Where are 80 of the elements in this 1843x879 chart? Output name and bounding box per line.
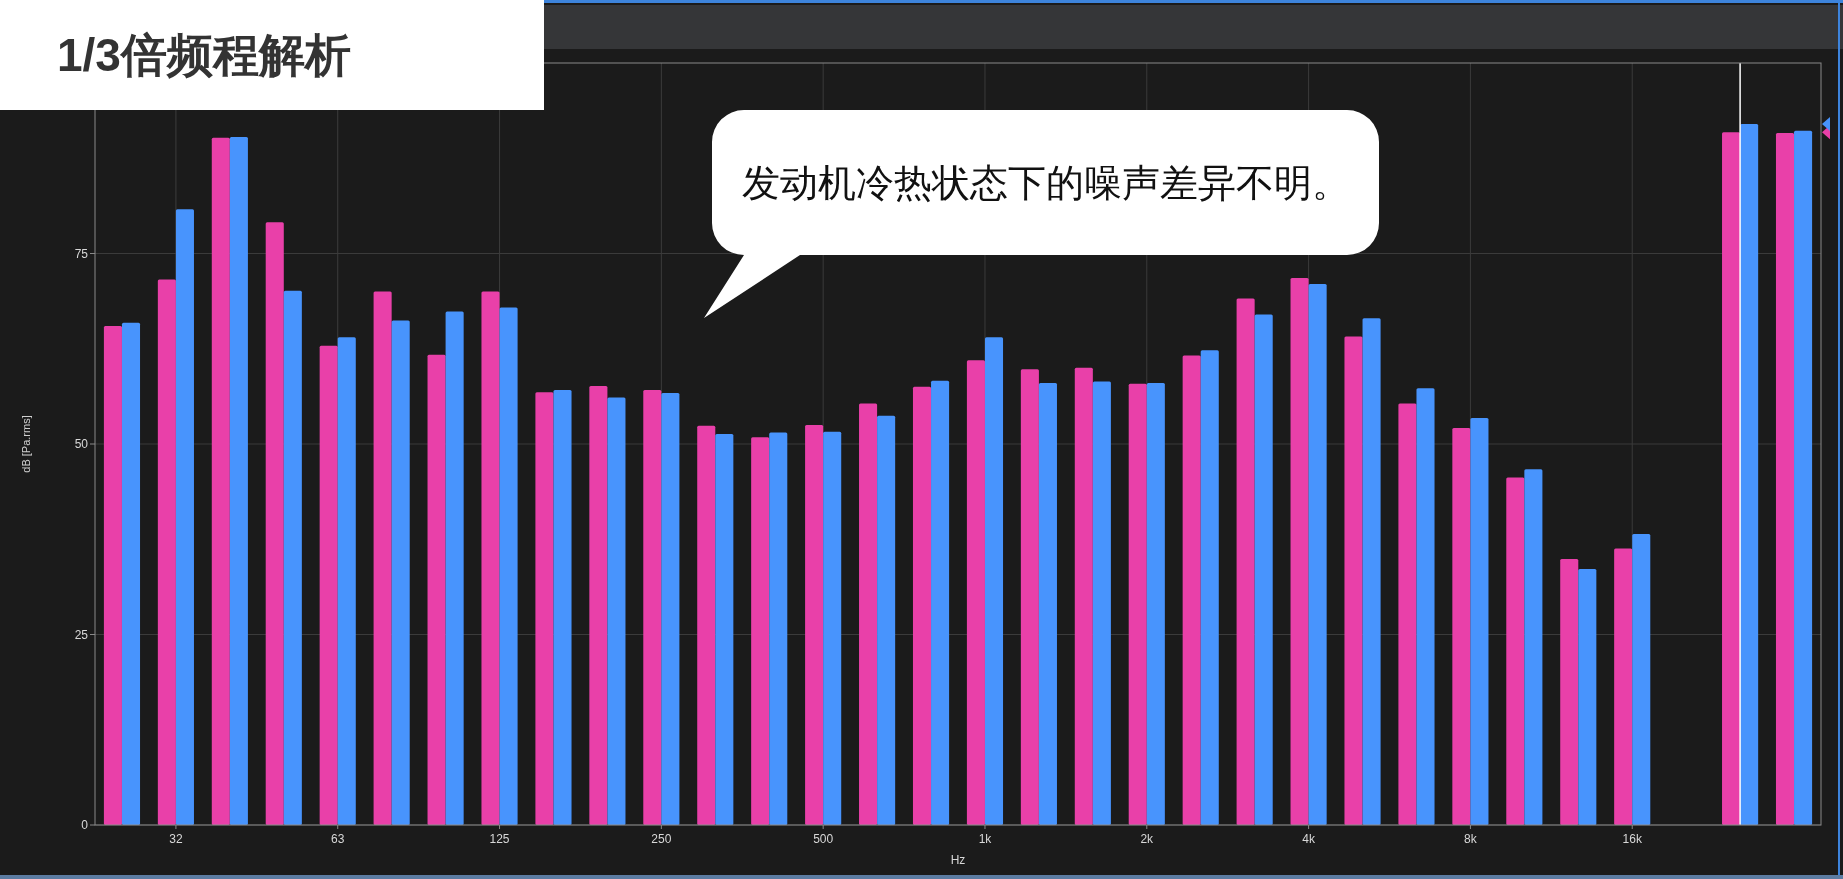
- bar: [1740, 123, 1759, 825]
- bar: [984, 337, 1004, 825]
- chart-title: 1/3倍频程解析: [57, 29, 351, 81]
- x-tick-label: 63: [331, 832, 345, 846]
- y-tick-label: 75: [74, 246, 89, 261]
- bar: [445, 311, 464, 825]
- bar: [103, 325, 122, 825]
- bar: [1362, 318, 1381, 825]
- bar: [1290, 277, 1309, 825]
- bar: [1092, 381, 1111, 825]
- bar: [1578, 568, 1597, 825]
- y-tick-label: 50: [74, 437, 89, 451]
- x-tick-label: 125: [489, 832, 510, 846]
- bar: [715, 434, 734, 825]
- x-axis-title: Hz: [950, 853, 966, 867]
- bar: [157, 279, 176, 825]
- bar: [1128, 383, 1147, 825]
- x-tick-label: 1k: [978, 832, 993, 846]
- bar: [1182, 355, 1201, 825]
- bar: [427, 354, 446, 825]
- bar: [1146, 383, 1165, 825]
- bar: [1452, 428, 1471, 825]
- bar: [373, 291, 392, 825]
- bar: [751, 437, 770, 825]
- x-tick-label: 250: [651, 832, 672, 846]
- bar: [607, 397, 626, 825]
- bar: [1722, 132, 1741, 825]
- bar: [1074, 367, 1093, 825]
- bar: [481, 291, 500, 825]
- x-tick-label: 8k: [1464, 832, 1478, 846]
- bar: [1236, 298, 1255, 825]
- bar: [1416, 388, 1435, 825]
- x-tick-label: 4k: [1302, 832, 1316, 846]
- bar: [391, 320, 410, 825]
- bar: [211, 137, 230, 825]
- bar: [337, 337, 356, 825]
- bar: [229, 136, 248, 825]
- bar: [1020, 369, 1039, 825]
- y-tick-label: 0: [81, 818, 89, 832]
- x-tick-label: 2k: [1140, 832, 1155, 846]
- bar: [823, 431, 842, 825]
- bar: [121, 322, 141, 825]
- bar: [265, 222, 284, 825]
- bar: [1308, 283, 1327, 825]
- bar: [589, 386, 608, 825]
- x-tick-label: 500: [813, 832, 834, 846]
- bar: [1632, 533, 1651, 825]
- bar: [499, 307, 518, 825]
- bar: [859, 403, 878, 825]
- bar: [1254, 314, 1273, 825]
- bar: [1398, 403, 1417, 825]
- bar: [912, 386, 932, 825]
- bar: [805, 424, 824, 825]
- bar: [1560, 559, 1579, 825]
- bar: [1344, 336, 1363, 825]
- bar: [1775, 133, 1795, 825]
- y-tick-label: 25: [74, 627, 89, 642]
- bar: [1794, 130, 1813, 825]
- bar: [1524, 469, 1543, 825]
- annotation: 发动机冷热状态下的噪声差异不明。: [741, 161, 1350, 204]
- bar: [1470, 418, 1489, 825]
- bar: [535, 392, 554, 825]
- bar: [1506, 477, 1525, 825]
- bar: [931, 380, 950, 825]
- bar: [175, 209, 194, 825]
- bar: [283, 290, 302, 825]
- bar: [319, 345, 338, 825]
- bar: [877, 415, 896, 825]
- bar: [643, 389, 662, 825]
- bar: [1200, 350, 1219, 825]
- bar: [697, 425, 716, 825]
- x-tick-label: 16k: [1622, 832, 1643, 846]
- x-tick-label: 32: [169, 832, 183, 846]
- bar: [1614, 548, 1633, 825]
- bar: [661, 392, 680, 825]
- bar: [553, 389, 572, 825]
- bar: [966, 360, 985, 825]
- bar: [1038, 383, 1057, 825]
- y-axis-title: dB [Pa.rms]: [20, 415, 32, 473]
- bar: [769, 432, 788, 825]
